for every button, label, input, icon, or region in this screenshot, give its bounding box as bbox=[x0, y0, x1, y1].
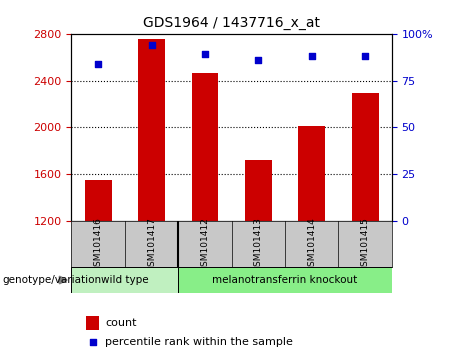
Bar bbox=[86, 316, 99, 330]
Point bbox=[201, 51, 209, 57]
Bar bbox=[138, 39, 165, 221]
Point bbox=[308, 53, 315, 59]
Point bbox=[254, 57, 262, 63]
Bar bbox=[192, 73, 219, 221]
Text: melanotransferrin knockout: melanotransferrin knockout bbox=[213, 275, 358, 285]
Point bbox=[95, 61, 102, 67]
Text: genotype/variation: genotype/variation bbox=[2, 275, 101, 285]
Bar bbox=[245, 160, 272, 221]
Point bbox=[89, 339, 96, 345]
Text: GSM101415: GSM101415 bbox=[361, 217, 370, 272]
Bar bbox=[85, 179, 112, 221]
Text: GSM101413: GSM101413 bbox=[254, 217, 263, 272]
Text: GSM101414: GSM101414 bbox=[307, 217, 316, 272]
Text: count: count bbox=[105, 318, 136, 328]
Text: wild type: wild type bbox=[101, 275, 148, 285]
Text: GSM101416: GSM101416 bbox=[94, 217, 103, 272]
Bar bbox=[71, 267, 178, 293]
Text: GSM101412: GSM101412 bbox=[201, 217, 209, 272]
Title: GDS1964 / 1437716_x_at: GDS1964 / 1437716_x_at bbox=[143, 16, 320, 30]
Bar bbox=[298, 126, 325, 221]
Point bbox=[361, 53, 369, 59]
Text: GSM101417: GSM101417 bbox=[147, 217, 156, 272]
Bar bbox=[178, 267, 392, 293]
Text: percentile rank within the sample: percentile rank within the sample bbox=[105, 337, 293, 347]
Point bbox=[148, 42, 155, 48]
Bar bbox=[352, 93, 378, 221]
